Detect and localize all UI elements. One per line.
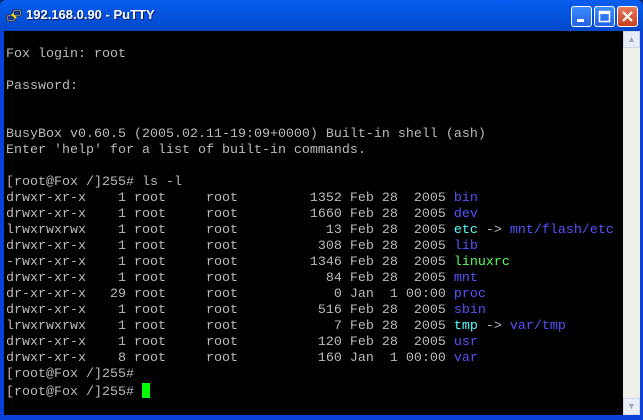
file-name-directory: usr: [453, 335, 478, 350]
terminal-line: BusyBox v0.60.5 (2005.02.11-19:09+0000) …: [4, 127, 623, 143]
terminal-line: -rwxr-xr-x 1 root root 1346 Feb 28 2005 …: [4, 255, 623, 271]
terminal-line: drwxr-xr-x 1 root root 308 Feb 28 2005 l…: [4, 239, 623, 255]
file-name-executable: linuxrc: [453, 255, 510, 270]
terminal-line: Password:: [4, 79, 623, 95]
vertical-scrollbar[interactable]: ▲ ▼: [623, 31, 640, 415]
title-bar[interactable]: 192.168.0.90 - PuTTY: [0, 0, 643, 31]
terminal-line: drwxr-xr-x 8 root root 160 Jan 1 00:00 v…: [4, 351, 623, 367]
terminal-text: BusyBox v0.60.5 (2005.02.11-19:09+0000) …: [6, 127, 486, 142]
terminal-text: [root@Fox /]255#: [6, 385, 142, 400]
scroll-down-button[interactable]: ▼: [623, 398, 640, 415]
terminal-text: Password:: [6, 79, 78, 94]
terminal-text: drwxr-xr-x 1 root root 1660 Feb 28 2005: [6, 207, 454, 222]
terminal-line: dr-xr-xr-x 29 root root 0 Jan 1 00:00 pr…: [4, 287, 623, 303]
terminal-line: lrwxrwxrwx 1 root root 7 Feb 28 2005 tmp…: [4, 319, 623, 335]
terminal-line: lrwxrwxrwx 1 root root 13 Feb 28 2005 et…: [4, 223, 623, 239]
terminal-line: Enter 'help' for a list of built-in comm…: [4, 143, 623, 159]
terminal-text: drwxr-xr-x 1 root root 516 Feb 28 2005: [6, 303, 454, 318]
terminal-text: drwxr-xr-x 8 root root 160 Jan 1 00:00: [6, 351, 454, 366]
terminal-line: [root@Fox /]255# ls -l: [4, 175, 623, 191]
maximize-button[interactable]: [594, 6, 615, 27]
terminal-line: [4, 63, 623, 79]
file-name-symlink: etc: [453, 223, 478, 238]
terminal-text: drwxr-xr-x 1 root root 308 Feb 28 2005: [6, 239, 454, 254]
file-name-directory: mnt/flash/etc: [509, 223, 614, 238]
terminal-text: [root@Fox /]255#: [6, 367, 134, 382]
terminal-text: ->: [477, 223, 510, 238]
terminal-text: ->: [477, 319, 510, 334]
terminal-text: Enter 'help' for a list of built-in comm…: [6, 143, 366, 158]
terminal-line: drwxr-xr-x 1 root root 120 Feb 28 2005 u…: [4, 335, 623, 351]
file-name-directory: lib: [453, 239, 478, 254]
minimize-button[interactable]: [571, 6, 592, 27]
file-name-directory: dev: [453, 207, 478, 222]
close-button[interactable]: [617, 6, 638, 27]
terminal-line: Fox login: root: [4, 47, 623, 63]
chevron-up-icon: ▲: [627, 34, 636, 44]
terminal-output[interactable]: Fox login: root Password: BusyBox v0.60.…: [4, 31, 623, 415]
terminal-text: -rwxr-xr-x 1 root root 1346 Feb 28 2005: [6, 255, 454, 270]
terminal-text: dr-xr-xr-x 29 root root 0 Jan 1 00:00: [6, 287, 454, 302]
terminal-text: lrwxrwxrwx 1 root root 7 Feb 28 2005: [6, 319, 454, 334]
terminal-line: drwxr-xr-x 1 root root 1660 Feb 28 2005 …: [4, 207, 623, 223]
terminal-line: drwxr-xr-x 1 root root 516 Feb 28 2005 s…: [4, 303, 623, 319]
terminal-line: [4, 159, 623, 175]
terminal-text: Fox login: root: [6, 47, 126, 62]
file-name-symlink: tmp: [453, 319, 478, 334]
maximize-icon: [598, 10, 611, 23]
scroll-up-button[interactable]: ▲: [623, 31, 640, 48]
file-name-directory: sbin: [453, 303, 486, 318]
terminal-text: drwxr-xr-x 1 root root 120 Feb 28 2005: [6, 335, 454, 350]
terminal-line: [4, 95, 623, 111]
putty-icon[interactable]: [6, 8, 22, 24]
minimize-icon: [577, 19, 584, 22]
chevron-down-icon: ▼: [627, 401, 636, 411]
terminal-line: [4, 111, 623, 127]
terminal-text: drwxr-xr-x 1 root root 1352 Feb 28 2005: [6, 191, 454, 206]
file-name-directory: bin: [453, 191, 478, 206]
terminal-text: lrwxrwxrwx 1 root root 13 Feb 28 2005: [6, 223, 454, 238]
file-name-directory: proc: [453, 287, 486, 302]
file-name-directory: var/tmp: [509, 319, 566, 334]
terminal-text: [root@Fox /]255# ls -l: [6, 175, 182, 190]
window-title: 192.168.0.90 - PuTTY: [26, 7, 155, 22]
terminal-line: [root@Fox /]255#: [4, 383, 623, 400]
terminal-line: drwxr-xr-x 1 root root 1352 Feb 28 2005 …: [4, 191, 623, 207]
terminal-line: [root@Fox /]255#: [4, 367, 623, 383]
terminal-cursor: [141, 383, 150, 398]
close-icon: [622, 11, 633, 22]
terminal-text: drwxr-xr-x 1 root root 84 Feb 28 2005: [6, 271, 454, 286]
file-name-directory: mnt: [453, 271, 478, 286]
terminal-line: [4, 31, 623, 47]
file-name-directory: var: [453, 351, 478, 366]
terminal-line: drwxr-xr-x 1 root root 84 Feb 28 2005 mn…: [4, 271, 623, 287]
